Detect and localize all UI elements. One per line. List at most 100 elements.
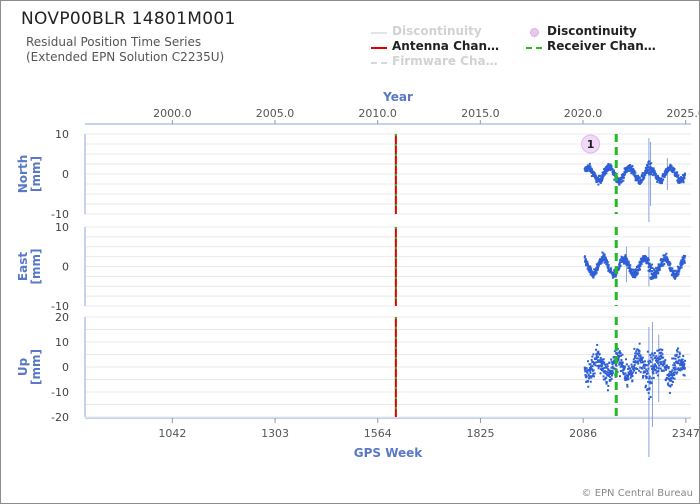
- data-point: [647, 360, 650, 363]
- data-point: [683, 374, 686, 377]
- data-point: [659, 348, 662, 351]
- data-point: [609, 373, 612, 376]
- data-point: [677, 174, 680, 177]
- data-point: [662, 363, 665, 366]
- data-point: [627, 368, 630, 371]
- data-point: [649, 268, 652, 271]
- data-point: [683, 359, 686, 362]
- data-point: [652, 268, 655, 271]
- data-point: [600, 256, 603, 259]
- data-point: [653, 275, 656, 278]
- data-point: [629, 267, 632, 270]
- data-point: [656, 270, 659, 273]
- data-point: [667, 373, 670, 376]
- data-point: [639, 371, 642, 374]
- data-point: [611, 370, 614, 373]
- data-point: [597, 176, 600, 179]
- data-point: [651, 267, 654, 270]
- data-point: [646, 163, 649, 166]
- data-point: [639, 265, 642, 268]
- data-point: [613, 274, 616, 277]
- data-point: [591, 355, 594, 358]
- data-point: [666, 258, 669, 261]
- data-point: [643, 367, 646, 370]
- data-point: [657, 175, 660, 178]
- data-point: [606, 169, 609, 172]
- data-point: [608, 362, 611, 365]
- data-point: [600, 361, 603, 364]
- data-point: [662, 178, 665, 181]
- data-point: [588, 377, 591, 380]
- data-point: [671, 357, 674, 360]
- data-point: [682, 179, 685, 182]
- data-point: [588, 375, 591, 378]
- data-point: [638, 263, 641, 266]
- data-point: [681, 360, 684, 363]
- data-point: [663, 360, 666, 363]
- data-point: [627, 365, 630, 368]
- data-point: [652, 168, 655, 171]
- data-point: [643, 259, 646, 262]
- data-point: [676, 265, 679, 268]
- data-point: [620, 255, 623, 258]
- data-point: [647, 257, 650, 260]
- data-point: [676, 274, 679, 277]
- data-point: [592, 274, 595, 277]
- data-point: [609, 379, 612, 382]
- bottom-tick-label: 1825: [466, 427, 494, 440]
- data-point: [588, 267, 591, 270]
- data-point: [651, 170, 654, 173]
- data-point: [679, 181, 682, 184]
- data-point: [654, 272, 657, 275]
- data-point: [612, 172, 615, 175]
- data-point: [669, 163, 672, 166]
- data-point: [626, 385, 629, 388]
- data-point: [652, 271, 655, 274]
- data-point: [620, 359, 623, 362]
- data-point: [643, 363, 646, 366]
- data-point: [590, 375, 593, 378]
- data-point: [586, 371, 589, 374]
- data-point: [670, 268, 673, 271]
- data-point: [617, 357, 620, 360]
- data-point: [623, 173, 626, 176]
- data-point: [596, 364, 599, 367]
- data-point: [633, 347, 636, 350]
- data-point: [597, 367, 600, 370]
- data-point: [648, 387, 651, 390]
- data-point: [631, 375, 634, 378]
- data-point: [610, 358, 613, 361]
- data-point: [674, 371, 677, 374]
- data-point: [648, 388, 651, 391]
- data-point: [634, 270, 637, 273]
- discontinuity-marker-label: 1: [587, 138, 595, 151]
- y-tick-label: -10: [51, 208, 69, 221]
- data-point: [591, 365, 594, 368]
- data-point: [587, 385, 590, 388]
- data-point: [611, 374, 614, 377]
- data-point: [627, 260, 630, 263]
- data-point: [661, 264, 664, 267]
- data-point: [617, 351, 620, 354]
- data-point: [603, 170, 606, 173]
- data-point: [634, 354, 637, 357]
- data-point: [592, 353, 595, 356]
- data-point: [647, 380, 650, 383]
- data-point: [647, 258, 650, 261]
- data-point: [589, 365, 592, 368]
- data-point: [660, 369, 663, 372]
- data-point: [653, 170, 656, 173]
- data-point: [584, 258, 587, 261]
- data-point: [659, 367, 662, 370]
- data-point: [645, 172, 648, 175]
- data-point: [633, 367, 636, 370]
- data-point: [629, 268, 632, 271]
- data-point: [593, 268, 596, 271]
- data-point: [669, 377, 672, 380]
- data-point: [584, 367, 587, 370]
- data-point: [671, 376, 674, 379]
- data-point: [665, 368, 668, 371]
- data-point: [610, 377, 613, 380]
- data-point: [605, 259, 608, 262]
- data-point: [595, 271, 598, 274]
